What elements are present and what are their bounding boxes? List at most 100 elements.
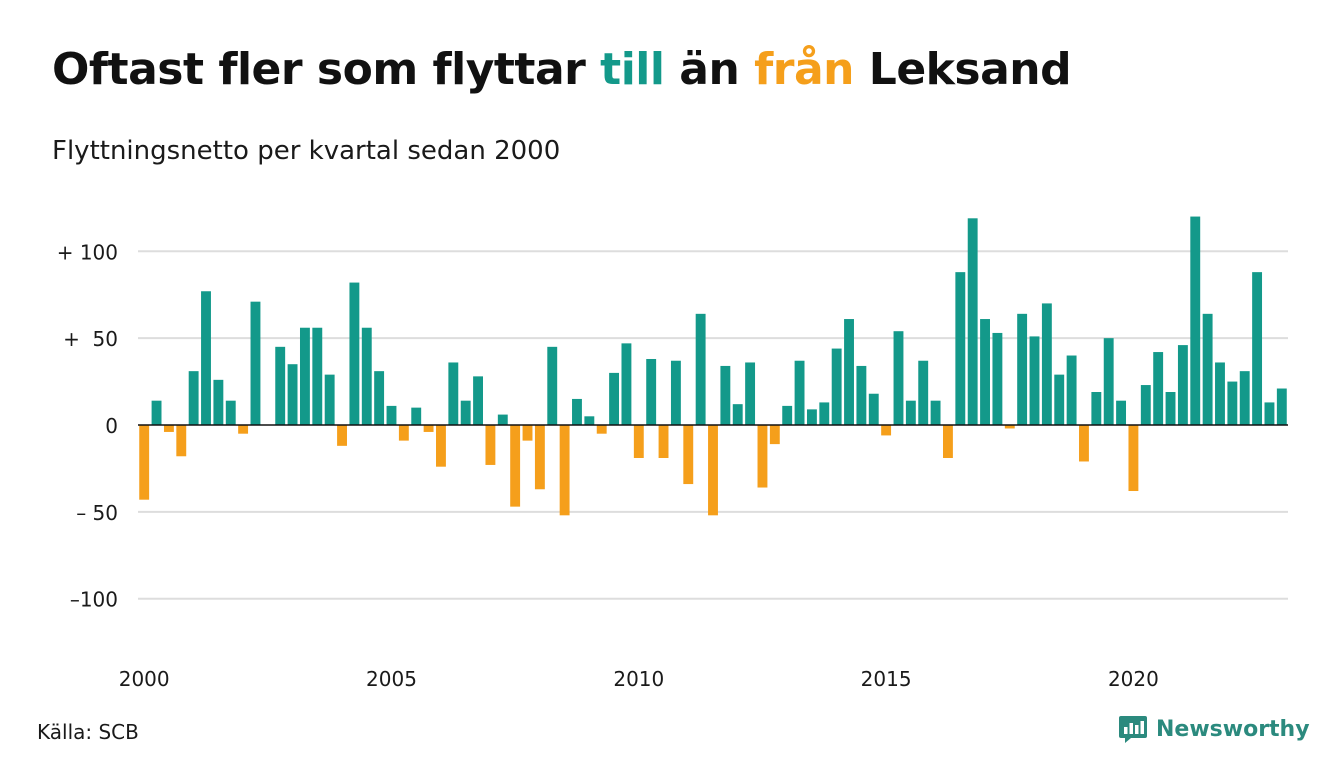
bar (918, 360, 929, 425)
bar (287, 364, 298, 425)
bar (844, 319, 854, 425)
bar (324, 374, 335, 425)
y-tick-label: + 100 (57, 240, 118, 264)
bar (473, 376, 483, 425)
y-tick-label: –100 (70, 588, 118, 612)
bar (1103, 338, 1114, 425)
bar (745, 362, 756, 425)
bar (967, 218, 978, 425)
bar (485, 425, 496, 465)
bar (386, 405, 397, 425)
bar (188, 371, 199, 425)
bar (695, 313, 706, 425)
bar (720, 365, 731, 425)
brand-logo: Newsworthy (1118, 714, 1310, 744)
y-tick-label: 0 (105, 414, 118, 438)
y-tick-label: – 50 (76, 501, 118, 525)
bar (275, 346, 286, 425)
bar (1215, 362, 1225, 425)
bar (139, 425, 150, 500)
bar (398, 425, 409, 441)
bar (151, 400, 162, 425)
chart-speech-bubble-icon (1119, 716, 1147, 743)
bar (522, 425, 533, 441)
bar (572, 398, 582, 425)
chart-title: Oftast fler som flyttar till än från Lek… (52, 44, 1072, 95)
bar (337, 425, 347, 446)
bar (1276, 388, 1287, 425)
bar (708, 425, 718, 516)
x-tick-label: 2005 (366, 667, 417, 691)
bar (757, 425, 768, 488)
title-word-till: till (600, 44, 665, 95)
bar (658, 425, 669, 458)
bar (633, 425, 644, 458)
bar (349, 282, 360, 425)
x-tick-label: 2000 (119, 667, 170, 691)
title-part-3: Leksand (853, 44, 1072, 95)
brand-name: Newsworthy (1156, 716, 1310, 742)
bar (510, 425, 521, 507)
bar (312, 327, 323, 425)
bar (1029, 336, 1040, 425)
bar (782, 405, 793, 425)
bar (201, 291, 211, 425)
bar (374, 371, 385, 425)
x-tick-label: 2015 (861, 667, 912, 691)
bar (1165, 392, 1176, 425)
bar (411, 407, 422, 425)
bar (1079, 425, 1089, 462)
x-tick-label: 2010 (613, 667, 664, 691)
bar (1202, 313, 1213, 425)
bar (893, 331, 904, 425)
bar (1252, 272, 1263, 425)
bar (213, 379, 224, 425)
bars-layer (139, 216, 1287, 516)
bar (732, 404, 743, 425)
bar (534, 425, 545, 490)
title-word-fran: från (754, 44, 854, 95)
bar (1054, 374, 1065, 425)
bar (1004, 425, 1015, 429)
bar (1041, 303, 1052, 425)
bar (794, 360, 805, 425)
bar (497, 414, 508, 425)
bar (1177, 345, 1188, 425)
bar (646, 358, 657, 425)
bar (596, 425, 607, 434)
bar (559, 425, 570, 516)
y-tick-label: + 50 (63, 327, 118, 351)
bar (299, 327, 310, 425)
bar (584, 416, 595, 425)
bar (1091, 392, 1102, 425)
title-part-1: Oftast fler som flyttar (52, 44, 601, 95)
bar (992, 332, 1003, 425)
axis-layer: + 100 + 50 0 – 50 –100 2000 2005 2010 2015 2020 (57, 240, 1288, 691)
bar (163, 425, 174, 432)
bar (1227, 381, 1238, 425)
bar (683, 425, 694, 485)
bar (609, 372, 620, 425)
bar (1128, 425, 1139, 492)
bar (930, 400, 941, 425)
bar (1264, 402, 1275, 425)
bar (819, 402, 830, 425)
bar (831, 348, 842, 425)
bar (856, 365, 867, 425)
chart-subtitle: Flyttningsnetto per kvartal sedan 2000 (52, 136, 561, 166)
bar (1239, 371, 1250, 425)
bar (1153, 352, 1164, 425)
bar (955, 272, 966, 425)
bar (621, 343, 632, 425)
bar (225, 400, 236, 425)
bar (868, 393, 879, 425)
bar (361, 327, 372, 425)
bar (1116, 400, 1127, 425)
bar (881, 425, 892, 436)
bar (448, 362, 459, 425)
bar (1066, 355, 1077, 425)
bar (547, 346, 558, 425)
bar (250, 301, 261, 425)
title-part-2: än (664, 44, 755, 95)
